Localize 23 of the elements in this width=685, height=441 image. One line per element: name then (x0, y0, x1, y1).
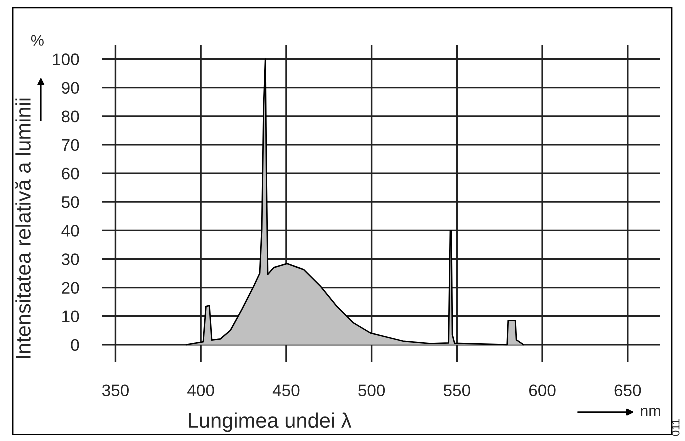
y-tick-label: 0 (71, 339, 80, 352)
y-tick-label: 50 (62, 196, 80, 208)
x-tick-label: 350 (102, 384, 129, 397)
y-axis-title: Intensitatea relativă a luminii (15, 98, 31, 358)
x-tick-label: 650 (614, 384, 642, 397)
y-tick-label: 30 (62, 254, 80, 266)
x-tick-label: 600 (529, 384, 556, 397)
y-tick-label: 40 (62, 225, 80, 237)
x-tick-label: 450 (272, 384, 300, 397)
y-tick-label: 10 (62, 310, 80, 323)
x-tick-label: 500 (358, 384, 386, 397)
x-tick-label: 550 (444, 384, 470, 397)
y-tick-label: 70 (62, 139, 80, 152)
x-tick-label: 400 (188, 384, 214, 397)
x-axis-title: Lungimea undei λ (189, 412, 352, 432)
y-tick-label: 60 (62, 168, 80, 180)
y-tick-label: 100 (53, 54, 80, 66)
text: 011 (672, 419, 680, 436)
y-tick-label: 90 (62, 82, 80, 94)
y-tick-label: 80 (62, 110, 80, 123)
y-tick-label: 20 (62, 282, 80, 294)
text: nm (641, 408, 660, 416)
text: % (31, 35, 44, 46)
